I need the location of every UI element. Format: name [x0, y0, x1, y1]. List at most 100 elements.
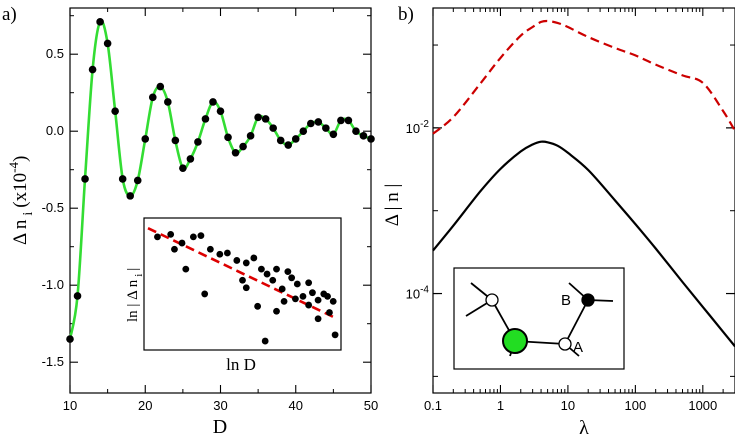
- panel-b-x-tick-label: 1: [497, 398, 504, 413]
- panel-a-data-point: [111, 107, 119, 115]
- panel-a-inset-point: [242, 284, 250, 292]
- panel-a-inset-point: [299, 293, 307, 300]
- panel-a-y-label-scale: (x10: [10, 173, 31, 208]
- panel-a-inset-point: [239, 276, 246, 284]
- panel-b-y-tick-base: 10: [406, 121, 420, 136]
- panel-a-inset-point: [305, 301, 313, 309]
- panel-a-data-point: [118, 175, 127, 183]
- panel-a-data-point: [352, 127, 360, 135]
- panel-a-inset-point: [314, 315, 322, 323]
- panel-a-inset-point: [273, 265, 280, 273]
- panel-a-data-point: [307, 119, 315, 128]
- panel-a-inset-point: [250, 254, 258, 262]
- panel-a-x-tick-label: 50: [364, 398, 378, 413]
- panel-a-label: a): [2, 4, 17, 25]
- panel-a-data-point: [209, 98, 217, 106]
- panel-a-x-tick-label: 10: [63, 398, 77, 413]
- panel-b-y-label: Δ | n |: [382, 184, 403, 227]
- panel-a-data-point: [239, 142, 247, 151]
- panel-a-data-point: [126, 192, 134, 200]
- panel-b-y-tick-base: 10: [406, 287, 420, 302]
- panel-a-data-point: [156, 82, 165, 91]
- panel-a-inset-point: [305, 279, 313, 287]
- panel-a-inset-point: [171, 245, 178, 253]
- panel-a-data-point: [329, 130, 338, 139]
- panel-a-data-point: [73, 292, 82, 300]
- panel-a-data-point: [179, 164, 187, 172]
- panel-a-inset-point: [254, 302, 262, 310]
- panel-a-inset-points: [154, 231, 339, 345]
- panel-a-y-tick-label: 0.5: [46, 46, 64, 61]
- panel-a-inset-point: [326, 309, 333, 316]
- panel-a-data-point: [299, 127, 308, 135]
- panel-a-data-point: [254, 113, 262, 122]
- panel-a-y-label-sub: i: [21, 212, 36, 216]
- panel-a-inset-point: [216, 250, 224, 258]
- panel-a-y-tick-label: -0.5: [42, 200, 64, 215]
- lattice-site-open: [485, 293, 499, 307]
- panel-b-x-tick-label: 10: [561, 398, 575, 413]
- panel-a-data-point: [246, 132, 255, 140]
- panel-a-data-point: [171, 136, 180, 145]
- panel-a-data-points: [66, 18, 375, 343]
- panel-a-inset-point: [324, 293, 331, 300]
- panel-b-y-tick-label: 10-2: [406, 119, 430, 136]
- panel-a-data-point: [314, 118, 323, 126]
- panel-a-data-point: [133, 176, 142, 185]
- panel-b-solid-curve: [432, 140, 735, 348]
- panel-b-y-tick-exp: -2: [420, 119, 429, 130]
- panel-a-y-label: Δ n i (x10-4): [6, 156, 36, 245]
- panel-a-inset-point: [201, 290, 209, 298]
- panel-a-inset-point: [273, 307, 280, 315]
- panel-a-x-tick-label: 40: [289, 398, 303, 413]
- panel-a-inset-point: [189, 233, 197, 241]
- panel-a-inset-y-label-sub: i: [133, 274, 145, 277]
- panel-a-data-point: [231, 148, 240, 157]
- panel-a-y-tick-label: 0.0: [46, 123, 64, 138]
- panel-a-inset-point: [314, 296, 322, 304]
- svg-text:ln | Δ ni|: ln | Δ n i |: [125, 268, 145, 322]
- panel-a-inset-point: [242, 259, 250, 267]
- panel-a-inset-point: [206, 245, 214, 253]
- panel-a-data-point: [148, 93, 157, 102]
- panel-b-y-tick-label: 10-4: [406, 285, 430, 302]
- panel-a-data-point: [201, 115, 210, 123]
- lattice-label-a: A: [573, 339, 583, 356]
- panel-b-x-tick-label: 0.1: [424, 398, 442, 413]
- panel-b-label: b): [398, 4, 414, 25]
- lattice-site-a: [558, 337, 572, 351]
- panel-a-inset-point: [288, 274, 296, 282]
- panel-a-data-point: [269, 124, 277, 132]
- panel-a-inset-point: [261, 337, 269, 345]
- panel-a-y-axis: -1.5 -1.0 -0.5 0.0 0.5: [42, 15, 371, 369]
- panel-a-inset-y-label-close: |: [125, 268, 141, 271]
- panel-a-data-point: [284, 141, 293, 149]
- panel-b-x-label: λ: [579, 417, 589, 439]
- panel-a-data-point: [96, 18, 104, 26]
- panel-b-frame: [432, 7, 735, 394]
- panel-a-inset-point: [284, 268, 292, 275]
- panel-a-data-point: [194, 138, 202, 146]
- panel-a-inset-point: [258, 265, 265, 273]
- panel-a-inset-point: [278, 285, 286, 293]
- panel-a-data-point: [291, 135, 300, 143]
- panel-a-inset-point: [331, 331, 339, 339]
- panel-a-inset-point: [178, 239, 186, 247]
- panel-b-x-tick-label: 100: [625, 398, 647, 413]
- lattice-site-impurity: [502, 328, 528, 354]
- panel-a-inset-point: [293, 280, 301, 288]
- panel-a-inset-point: [154, 233, 161, 241]
- lattice-label-b: B: [561, 292, 571, 309]
- panel-a-y-label-close: ): [10, 156, 31, 162]
- panel-b-lattice-inset: B A: [453, 267, 625, 370]
- panel-a-y-tick-label: -1.0: [42, 277, 64, 292]
- lattice-inset-frame: [453, 267, 625, 370]
- svg-text:Δ ni(x10-4): Δ n i (x10-4): [6, 156, 36, 245]
- panel-a-x-tick-label: 30: [213, 398, 227, 413]
- panel-b-y-tick-exp: -4: [420, 285, 429, 296]
- panel-a-data-point: [216, 107, 225, 115]
- panel-a-inset-point: [223, 249, 231, 257]
- panel-a-data-point: [337, 116, 345, 125]
- panel-a-inset-point: [263, 270, 271, 278]
